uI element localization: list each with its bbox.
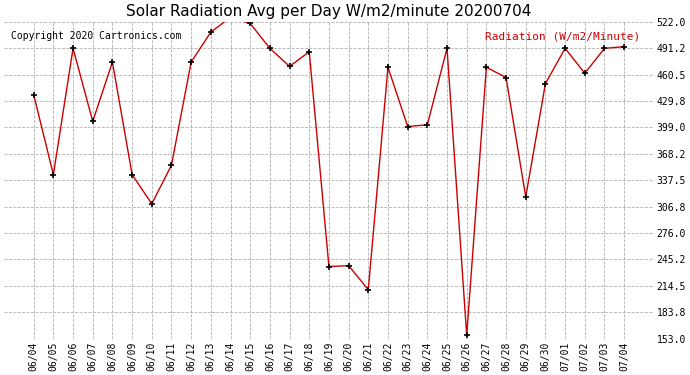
Text: Copyright 2020 Cartronics.com: Copyright 2020 Cartronics.com bbox=[10, 31, 181, 41]
Text: Radiation (W/m2/Minute): Radiation (W/m2/Minute) bbox=[486, 31, 641, 41]
Title: Solar Radiation Avg per Day W/m2/minute 20200704: Solar Radiation Avg per Day W/m2/minute … bbox=[126, 4, 531, 19]
